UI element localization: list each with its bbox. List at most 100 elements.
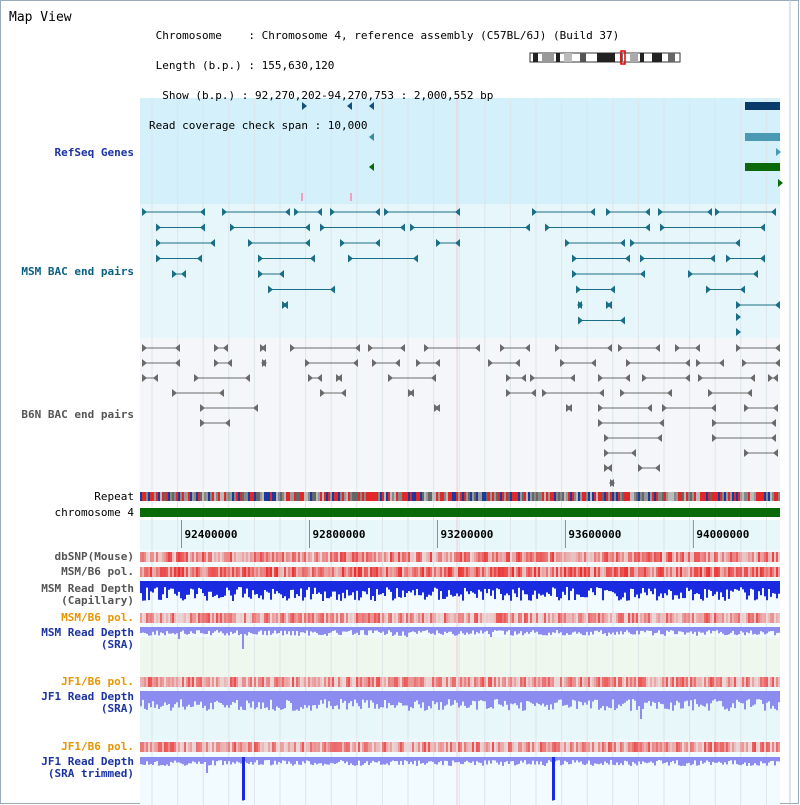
- track-label-msm-bac[interactable]: MSM BAC end pairs: [21, 265, 134, 278]
- b6n-bac-panel: [140, 338, 780, 490]
- repeat-segment: [532, 492, 534, 501]
- msm-bac-end: [572, 270, 577, 278]
- msm-depth-sra-bar: [280, 627, 282, 631]
- msm-depth-sra-bar: [306, 627, 308, 631]
- msm-b6-pol-cell: [370, 613, 372, 623]
- jf1-b6-pol-cell: [324, 742, 326, 752]
- repeat-segment: [152, 492, 154, 501]
- jf1-depth-trim-bar: [344, 757, 346, 764]
- msm-b6-pol-cell: [364, 567, 366, 577]
- jf1-depth-trim-bar: [168, 757, 170, 766]
- track-label-msm-read-depth-cap[interactable]: MSM Read Depth (Capillary): [41, 583, 134, 607]
- repeat-segment: [516, 492, 518, 501]
- dbsnp-cell: [170, 552, 172, 562]
- msm-depth-sra-bar: [716, 627, 718, 631]
- track-label-jf1-read-depth-trim[interactable]: JF1 Read Depth (SRA trimmed): [41, 756, 134, 780]
- track-label-refseq[interactable]: RefSeq Genes: [54, 146, 134, 159]
- repeat-segment: [208, 492, 210, 501]
- dbsnp-cell: [444, 552, 446, 562]
- jf1-depth-sra-bar: [380, 691, 382, 708]
- msm-depth-cap-bar: [180, 581, 182, 599]
- msm-depth-sra-bar: [410, 627, 412, 633]
- dbsnp-cell: [238, 552, 240, 562]
- jf1-depth-sra-bar: [668, 691, 670, 710]
- track-label-jf1-read-depth[interactable]: JF1 Read Depth (SRA): [41, 691, 134, 715]
- msm-b6-pol-cell: [298, 567, 300, 577]
- track-label-msm-b6-pol-2[interactable]: MSM/B6 pol.: [61, 611, 134, 624]
- jf1-b6-pol-cell: [572, 677, 574, 687]
- msm-b6-pol-cell: [344, 567, 346, 577]
- track-label-jf1-b6-pol-2[interactable]: JF1/B6 pol.: [61, 740, 134, 753]
- jf1-depth-sra-bar: [496, 691, 498, 700]
- msm-b6-pol-cell: [740, 613, 742, 623]
- jf1-depth-trim-bar: [766, 757, 768, 766]
- jf1-b6-pol-cell: [706, 677, 708, 687]
- jf1-depth-sra-bar: [162, 691, 164, 706]
- msm-b6-pol-cell: [552, 613, 554, 623]
- repeat-segment: [348, 492, 350, 501]
- repeat-segment: [142, 492, 144, 501]
- jf1-depth-trim-bar: [708, 757, 710, 762]
- msm-b6-pol-cell: [648, 613, 650, 623]
- msm-b6-pol-cell: [264, 567, 266, 577]
- jf1-b6-pol-cell: [274, 677, 276, 687]
- track-label-jf1-b6-pol-1[interactable]: JF1/B6 pol.: [61, 675, 134, 688]
- jf1-depth-sra-bar: [476, 691, 478, 710]
- jf1-b6-pol-cell: [538, 742, 540, 752]
- msm-depth-cap-bar: [432, 581, 434, 592]
- dbsnp-cell: [776, 552, 778, 562]
- msm-b6-pol-cell: [504, 567, 506, 577]
- msm-depth-sra-bar: [414, 627, 416, 633]
- repeat-segment: [300, 492, 302, 501]
- track-label-chromosome[interactable]: chromosome 4: [54, 506, 134, 519]
- msm-depth-sra-bar: [200, 627, 202, 634]
- jf1-depth-sra-bar: [424, 691, 426, 711]
- jf1-depth-sra-bar: [256, 691, 258, 708]
- jf1-b6-pol-cell: [516, 742, 518, 752]
- msm-depth-cap-bar: [628, 581, 630, 601]
- dbsnp-cell: [654, 552, 656, 562]
- jf1-b6-pol-cell: [268, 677, 270, 687]
- jf1-depth-trim-bar: [602, 757, 604, 765]
- jf1-b6-pol-cell: [374, 677, 376, 687]
- jf1-b6-pol-cell: [686, 677, 688, 687]
- b6n-bac-end: [521, 374, 526, 382]
- msm-b6-pol-cell: [300, 567, 302, 577]
- jf1-b6-pol-cell: [580, 677, 582, 687]
- jf1-b6-pol-cell: [406, 677, 408, 687]
- msm-depth-sra-bar: [248, 627, 250, 633]
- jf1-b6-pol-cell: [478, 677, 480, 687]
- jf1-b6-pol-cell: [480, 742, 482, 752]
- repeat-segment: [172, 492, 174, 501]
- jf1-depth-trim-bar: [156, 757, 158, 762]
- repeat-segment: [746, 492, 748, 501]
- jf1-depth-sra-bar: [240, 691, 242, 707]
- msm-b6-pol-cell: [670, 613, 672, 623]
- repeat-segment: [472, 492, 474, 501]
- jf1-b6-pol-cell: [704, 742, 706, 752]
- track-label-msm-read-depth-sra[interactable]: MSM Read Depth (SRA): [41, 627, 134, 651]
- track-label-dbsnp[interactable]: dbSNP(Mouse): [54, 550, 134, 563]
- msm-b6-pol-cell: [292, 613, 294, 623]
- grid-lines: [151, 98, 767, 805]
- msm-depth-sra-bar: [484, 627, 486, 632]
- jf1-depth-trim-bar: [240, 757, 242, 764]
- track-label-repeat[interactable]: Repeat: [94, 490, 134, 503]
- b6n-bac-end: [153, 374, 158, 382]
- track-label-msm-b6-pol-1[interactable]: MSM/B6 pol.: [61, 565, 134, 578]
- msm-depth-sra-bar: [654, 627, 656, 634]
- jf1-b6-pol-cell: [632, 677, 634, 687]
- jf1-b6-pol-cell: [416, 677, 418, 687]
- msm-depth-cap-bar: [510, 581, 512, 601]
- msm-b6-pol-cell: [596, 613, 598, 623]
- msm-b6-pol-cell: [436, 567, 438, 577]
- jf1-depth-sra-bar: [552, 691, 554, 710]
- track-label-b6n-bac[interactable]: B6N BAC end pairs: [21, 408, 134, 421]
- jf1-b6-pol-cell: [438, 677, 440, 687]
- jf1-depth-sra-bar: [706, 691, 708, 704]
- jf1-b6-pol-cell: [464, 742, 466, 752]
- msm-b6-pol-cell: [410, 567, 412, 577]
- repeat-segment: [380, 492, 382, 501]
- msm-depth-cap-bar: [642, 581, 644, 588]
- jf1-b6-pol-cell: [196, 677, 198, 687]
